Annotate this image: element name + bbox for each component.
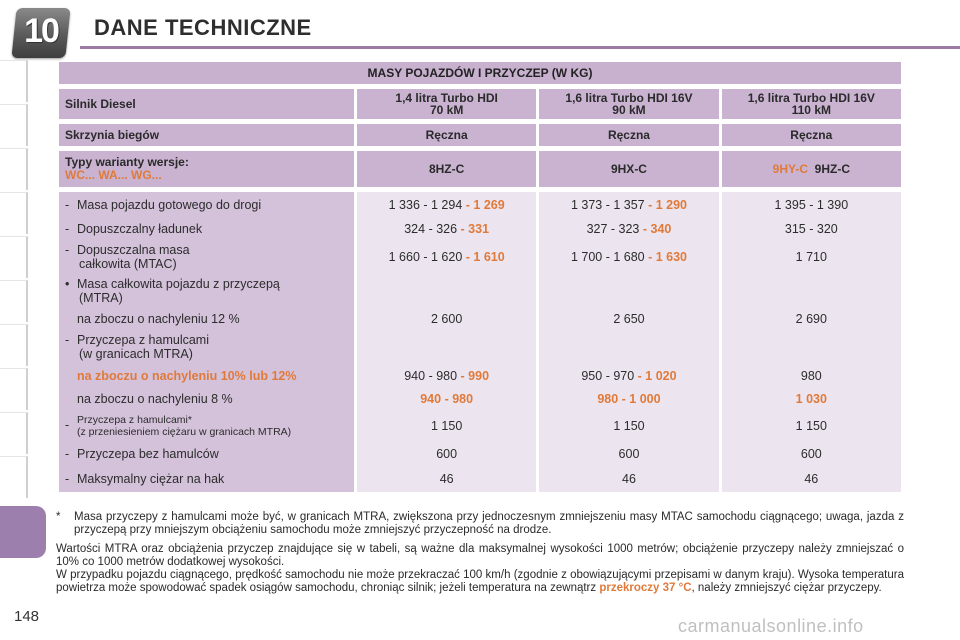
- row-label: - Dopuszczalna masa całkowita (MTAC): [59, 240, 354, 274]
- value-cell: 980: [721, 364, 901, 388]
- value-cell: [539, 274, 719, 308]
- footnote: * Masa przyczepy z hamulcami może być, w…: [56, 511, 904, 537]
- chapter-tab[interactable]: [0, 192, 28, 234]
- page-title: DANE TECHNICZNE: [94, 15, 312, 40]
- row-label: - Przyczepa bez hamulców: [59, 442, 354, 466]
- value-cell: 980 - 1 000: [539, 388, 719, 410]
- chapter-tab[interactable]: [0, 104, 28, 146]
- table-row: - Masa pojazdu gotowego do drogi 1 336 - 1…: [59, 192, 901, 218]
- chapter-tabs: [0, 60, 46, 620]
- table-title: MASY POJAZDÓW I PRZYCZEP (W KG): [59, 62, 901, 84]
- row-label: - Masa pojazdu gotowego do drogi: [59, 192, 354, 218]
- value-cell: [356, 274, 537, 308]
- gearbox-cell: Ręczna: [539, 124, 719, 146]
- value-cell: [539, 330, 719, 364]
- row-label: - Dopuszczalny ładunek: [59, 218, 354, 240]
- value-cell: 2 690: [721, 308, 901, 330]
- value-cell: 46: [539, 466, 719, 492]
- notes: Wartości MTRA oraz obciążenia przyczep z…: [56, 543, 904, 595]
- type-cell: 9HX-C: [539, 151, 719, 187]
- value-cell: 600: [356, 442, 537, 466]
- gearbox-cell: Ręczna: [356, 124, 537, 146]
- value-cell: 1 336 - 1 294 - 1 269: [356, 192, 537, 218]
- chapter-number: 10: [24, 12, 60, 50]
- engine-cell: 1,6 litra Turbo HDI 16V 90 kM: [539, 89, 719, 119]
- value-cell: 46: [721, 466, 901, 492]
- footnote-text: Masa przyczepy z hamulcami może być, w g…: [74, 511, 904, 536]
- note-paragraph: W przypadku pojazdu ciągnącego, prędkość…: [56, 569, 904, 594]
- value-cell: 1 395 - 1 390: [721, 192, 901, 218]
- value-cell: 324 - 326 - 331: [356, 218, 537, 240]
- value-cell: 1 030: [721, 388, 901, 410]
- chapter-tab[interactable]: [0, 236, 28, 278]
- chapter-tab[interactable]: [0, 280, 28, 322]
- table-row: na zboczu o nachyleniu 8 % 940 - 980 980…: [59, 388, 901, 410]
- gearbox-label: Skrzynia biegów: [59, 124, 354, 146]
- value-cell: 600: [539, 442, 719, 466]
- value-cell: 315 - 320: [721, 218, 901, 240]
- value-cell: 46: [356, 466, 537, 492]
- row-label: na zboczu o nachyleniu 8 %: [59, 388, 354, 410]
- value-cell: 1 150: [539, 410, 719, 442]
- value-cell: 1 710: [721, 240, 901, 274]
- footnote-star: *: [56, 511, 61, 523]
- note-paragraph: Wartości MTRA oraz obciążenia przyczep z…: [56, 543, 904, 568]
- row-label: na zboczu o nachyleniu 10% lub 12%: [59, 364, 354, 388]
- gearbox-cell: Ręczna: [721, 124, 901, 146]
- row-label: na zboczu o nachyleniu 12 %: [59, 308, 354, 330]
- value-cell: [721, 330, 901, 364]
- header-divider: [80, 46, 960, 49]
- value-cell: 1 150: [721, 410, 901, 442]
- table-row: - Przyczepa z hamulcami* (z przeniesieniem…: [59, 410, 901, 442]
- chapter-tab[interactable]: [0, 412, 28, 454]
- value-cell: 1 150: [356, 410, 537, 442]
- value-cell: 2 600: [356, 308, 537, 330]
- value-cell: 1 373 - 1 357 - 1 290: [539, 192, 719, 218]
- page-number: 148: [14, 608, 40, 625]
- chapter-tab-active[interactable]: [0, 506, 46, 558]
- value-cell: 940 - 980: [356, 388, 537, 410]
- value-cell: 1 700 - 1 680 - 1 630: [539, 240, 719, 274]
- table-row: - Dopuszczalny ładunek 324 - 326 - 331 327 …: [59, 218, 901, 240]
- value-cell: [356, 330, 537, 364]
- specs-table: MASY POJAZDÓW I PRZYCZEP (W KG) Silnik D…: [56, 62, 904, 492]
- engine-cell: 1,6 litra Turbo HDI 16V 110 kM: [721, 89, 901, 119]
- chapter-tab[interactable]: [0, 368, 28, 410]
- watermark: carmanualsonline.info: [678, 616, 864, 636]
- type-cell: 9HY-C 9HZ-C: [721, 151, 901, 187]
- value-cell: 2 650: [539, 308, 719, 330]
- row-label: - Maksymalny ciężar na hak: [59, 466, 354, 492]
- value-cell: 1 660 - 1 620 - 1 610: [356, 240, 537, 274]
- value-cell: 950 - 970 - 1 020: [539, 364, 719, 388]
- table-row: - Maksymalny ciężar na hak 46 46 46: [59, 466, 901, 492]
- value-cell: 327 - 323 - 340: [539, 218, 719, 240]
- row-label: • Masa całkowita pojazdu z przyczepą (MTRA…: [59, 274, 354, 308]
- table-row: na zboczu o nachyleniu 10% lub 12% 940 - …: [59, 364, 901, 388]
- types-label: Typy warianty wersje: WC... WA... WG...: [59, 151, 354, 187]
- engine-cell: 1,4 litra Turbo HDI 70 kM: [356, 89, 537, 119]
- table-row: - Dopuszczalna masa całkowita (MTAC) 1 660 …: [59, 240, 901, 274]
- engine-label: Silnik Diesel: [59, 89, 354, 119]
- row-label: - Przyczepa z hamulcami (w granicach MTRA): [59, 330, 354, 364]
- value-cell: 940 - 980 - 990: [356, 364, 537, 388]
- chapter-tab[interactable]: [0, 456, 28, 498]
- chapter-tab[interactable]: [0, 148, 28, 190]
- row-label: - Przyczepa z hamulcami* (z przeniesieniem…: [59, 410, 354, 442]
- table-row: • Masa całkowita pojazdu z przyczepą (MTRA…: [59, 274, 901, 308]
- header: [0, 0, 960, 52]
- value-cell: [721, 274, 901, 308]
- chapter-tab[interactable]: [0, 324, 28, 366]
- table-row: na zboczu o nachyleniu 12 % 2 600 2 650 2…: [59, 308, 901, 330]
- chapter-tab[interactable]: [0, 60, 28, 102]
- type-cell: 8HZ-C: [356, 151, 537, 187]
- table-row: - Przyczepa z hamulcami (w granicach MTRA): [59, 330, 901, 364]
- table-row: - Przyczepa bez hamulców 600 600 600: [59, 442, 901, 466]
- value-cell: 600: [721, 442, 901, 466]
